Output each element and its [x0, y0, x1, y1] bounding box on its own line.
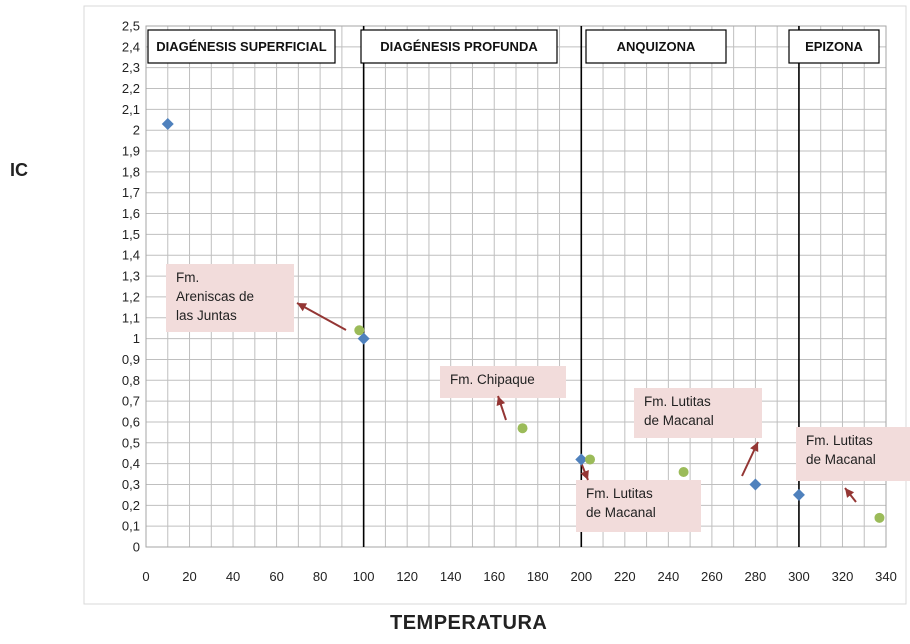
annotation-box — [634, 388, 762, 438]
y-tick-label: 2,1 — [122, 102, 140, 117]
annotation-label: Fm. — [176, 270, 199, 285]
x-tick-label: 180 — [527, 569, 549, 584]
annotation-box — [796, 427, 910, 481]
y-tick-label: 0,3 — [122, 477, 140, 492]
annotation-box — [440, 366, 566, 398]
y-tick-label: 2,4 — [122, 39, 140, 54]
annotation-arrow — [296, 302, 347, 331]
y-tick-label: 0,2 — [122, 498, 140, 513]
x-tick-label: 240 — [658, 569, 680, 584]
y-tick-label: 1,7 — [122, 185, 140, 200]
y-tick-label: 0,5 — [122, 435, 140, 450]
x-axis-title: TEMPERATURA — [390, 612, 548, 634]
y-tick-label: 2,2 — [122, 81, 140, 96]
zone-label: DIAGÉNESIS PROFUNDA — [380, 39, 538, 54]
x-tick-label: 120 — [396, 569, 418, 584]
y-tick-label: 0 — [133, 540, 140, 555]
y-tick-label: 2,3 — [122, 60, 140, 75]
annotation-label: Fm. Lutitas — [586, 486, 653, 501]
y-tick-label: 0,6 — [122, 414, 140, 429]
annotation-box — [166, 264, 294, 332]
zone-label-box — [585, 29, 727, 64]
zone-label: EPIZONA — [805, 39, 863, 54]
data-point-circle — [354, 325, 365, 336]
data-point-circle — [585, 454, 595, 465]
y-tick-label: 1,6 — [122, 206, 140, 221]
annotation-label: de Macanal — [806, 452, 876, 467]
data-point-diamond — [161, 117, 174, 130]
plot-area — [145, 25, 887, 548]
annotation-arrowhead — [845, 488, 855, 498]
zone-label-box — [147, 29, 336, 64]
annotation-box — [576, 480, 701, 532]
annotation-arrowhead — [496, 396, 506, 406]
annotation-label: de Macanal — [586, 505, 656, 520]
x-tick-label: 60 — [269, 569, 283, 584]
x-tick-label: 220 — [614, 569, 636, 584]
zone-label-box — [788, 29, 880, 64]
y-tick-label: 0,9 — [122, 352, 140, 367]
annotation-label: Fm. Lutitas — [806, 433, 873, 448]
annotation-arrowhead — [297, 303, 308, 312]
y-tick-label: 1,2 — [122, 289, 140, 304]
data-point-circle — [678, 466, 689, 477]
y-tick-label: 0,4 — [122, 456, 140, 471]
annotation-arrowhead — [580, 469, 589, 480]
annotation-arrowhead — [750, 442, 759, 453]
x-tick-label: 280 — [745, 569, 767, 584]
x-tick-label: 300 — [788, 569, 810, 584]
x-tick-label: 200 — [570, 569, 592, 584]
annotation-label: de Macanal — [644, 413, 714, 428]
zone-label: DIAGÉNESIS SUPERFICIAL — [156, 39, 327, 54]
data-point-diamond — [749, 478, 762, 491]
x-tick-label: 140 — [440, 569, 462, 584]
y-tick-label: 1,5 — [122, 227, 140, 242]
annotation-label: Fm. Lutitas — [644, 394, 711, 409]
data-point-diamond — [357, 332, 370, 345]
x-tick-label: 260 — [701, 569, 723, 584]
y-tick-label: 1,8 — [122, 164, 140, 179]
x-tick-label: 340 — [875, 569, 897, 584]
annotation-label: Areniscas de — [176, 289, 254, 304]
y-tick-label: 0,1 — [122, 519, 140, 534]
y-axis-title: IC — [10, 160, 28, 180]
y-tick-label: 1,4 — [122, 248, 140, 263]
zone-label-box — [360, 29, 558, 64]
zone-label: ANQUIZONA — [617, 39, 696, 54]
y-tick-label: 2,5 — [122, 19, 140, 34]
x-tick-label: 320 — [832, 569, 854, 584]
data-point-diamond — [792, 488, 805, 501]
y-tick-label: 1,1 — [122, 310, 140, 325]
data-point-circle — [874, 512, 885, 523]
x-tick-label: 160 — [483, 569, 505, 584]
annotation-label: las Juntas — [176, 308, 237, 323]
x-tick-label: 20 — [182, 569, 196, 584]
y-tick-label: 0,7 — [122, 394, 140, 409]
x-tick-label: 40 — [226, 569, 240, 584]
annotation-label: Fm. Chipaque — [450, 372, 535, 387]
data-point-diamond — [575, 453, 588, 466]
y-tick-label: 1 — [133, 331, 140, 346]
y-tick-label: 2 — [133, 123, 140, 138]
x-tick-label: 80 — [313, 569, 327, 584]
x-tick-label: 100 — [353, 569, 375, 584]
data-point-circle — [517, 423, 528, 434]
x-tick-label: 0 — [142, 569, 149, 584]
y-tick-label: 1,9 — [122, 144, 140, 159]
y-tick-label: 0,8 — [122, 373, 140, 388]
y-tick-label: 1,3 — [122, 269, 140, 284]
